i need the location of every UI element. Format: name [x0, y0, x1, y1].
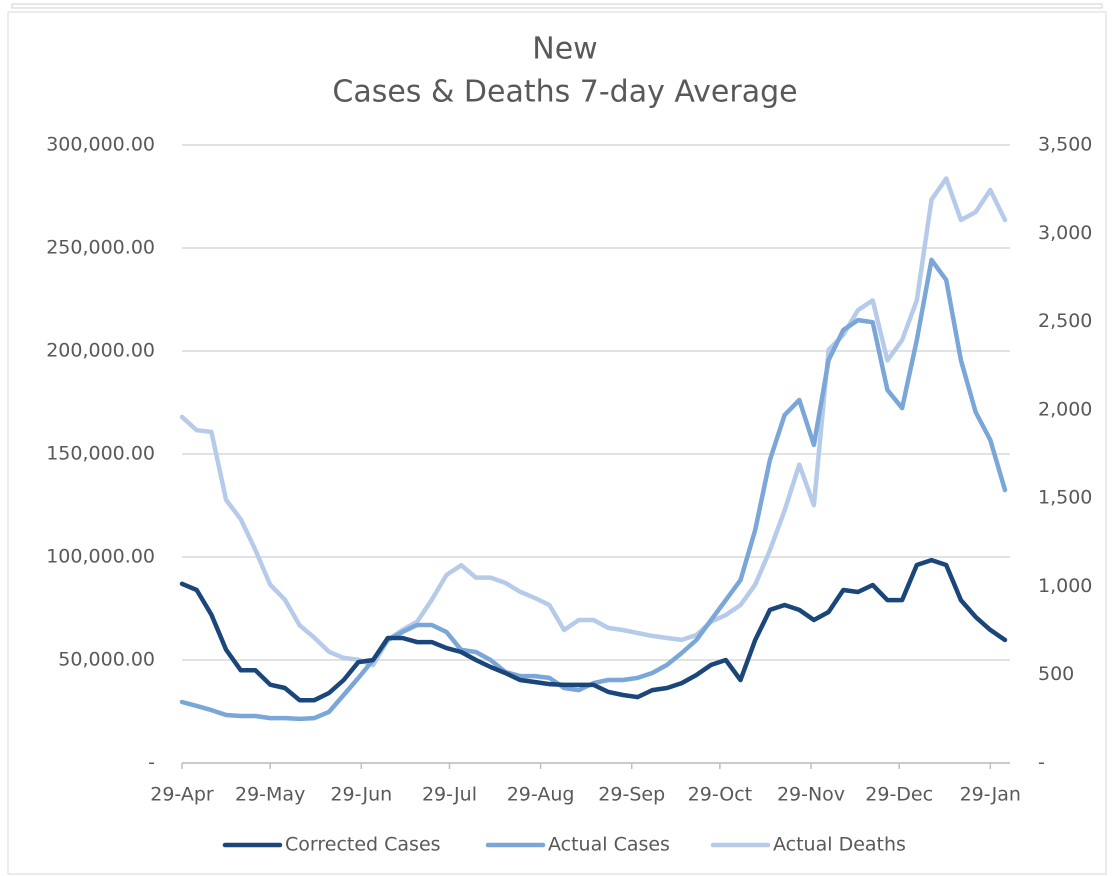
- series-line: [179, 557, 1008, 703]
- y-tick-label: 100,000.00: [46, 546, 155, 568]
- x-tick-label: 29-Oct: [688, 784, 752, 806]
- x-tick-label: 29-Jul: [422, 784, 477, 806]
- x-tick-label: 29-Nov: [777, 784, 845, 806]
- x-tick-label: 29-Jun: [330, 784, 392, 806]
- chart-title: New: [532, 32, 597, 67]
- y2-tick-label: -: [1038, 752, 1045, 774]
- top-frame: [11, 3, 1103, 9]
- x-tick-label: 29-Dec: [865, 784, 933, 806]
- y2-tick-label: 3,000: [1038, 222, 1092, 244]
- y-tick-label: 250,000.00: [46, 237, 155, 259]
- chart-frame: [7, 11, 1107, 875]
- series-line: [179, 176, 1008, 668]
- y2-tick-label: 1,500: [1038, 487, 1092, 509]
- legend-label: Actual Deaths: [773, 834, 906, 856]
- y-tick-label: 50,000.00: [58, 649, 155, 671]
- y-tick-label: 150,000.00: [46, 443, 155, 465]
- x-tick-label: 29-Apr: [150, 784, 214, 806]
- y-tick-label: 300,000.00: [46, 134, 155, 156]
- x-tick-label: 29-Sep: [598, 784, 665, 806]
- y2-tick-label: 1,000: [1038, 575, 1092, 597]
- y2-tick-label: 3,500: [1038, 134, 1092, 156]
- x-tick-label: 29-May: [235, 784, 305, 806]
- legend-label: Actual Cases: [548, 834, 670, 856]
- x-tick-label: 29-Jan: [960, 784, 1021, 806]
- y-tick-label: 200,000.00: [46, 340, 155, 362]
- x-tick-label: 29-Aug: [507, 784, 575, 806]
- legend-label: Corrected Cases: [285, 834, 441, 856]
- chart-title: Cases & Deaths 7-day Average: [332, 75, 797, 110]
- y2-tick-label: 2,000: [1038, 398, 1092, 420]
- y2-tick-label: 2,500: [1038, 310, 1092, 332]
- y2-tick-label: 500: [1038, 663, 1074, 685]
- y-tick-label: -: [148, 752, 155, 774]
